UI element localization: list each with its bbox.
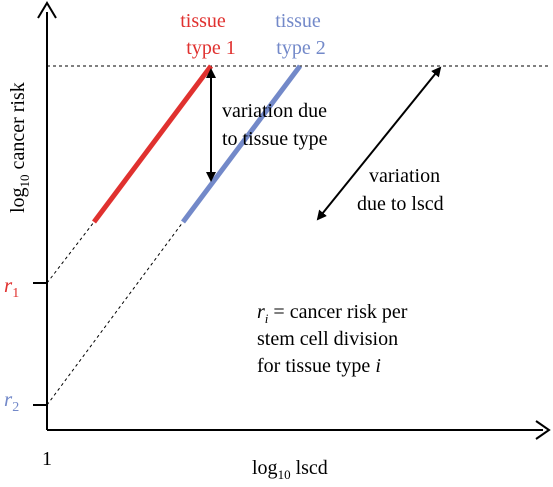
r2-label: r2 bbox=[4, 387, 19, 415]
definition-line1: ri = cancer risk per bbox=[257, 301, 408, 326]
tissue1-risk-line bbox=[92, 64, 213, 224]
tissue1-dashed-extension bbox=[46, 221, 95, 284]
x-axis-label-sub: 10 bbox=[278, 467, 291, 482]
r2-label-sub: 2 bbox=[12, 400, 19, 415]
y-axis-label-base: log bbox=[7, 187, 29, 213]
definition-line3-var: i bbox=[375, 355, 381, 377]
tissue1-label-line1: tissue bbox=[180, 10, 226, 32]
x-axis-label: log10 lscd bbox=[252, 457, 328, 482]
definition-line2: stem cell division bbox=[257, 328, 398, 350]
tissue-variation-label-line2: to tissue type bbox=[222, 128, 328, 150]
r1-label: r1 bbox=[4, 273, 19, 301]
definition-r-sub: i bbox=[265, 311, 269, 326]
y-axis-label-rest: cancer risk bbox=[7, 82, 29, 174]
tissue1-label-line2: type 1 bbox=[186, 37, 235, 59]
x-axis-label-rest: lscd bbox=[291, 457, 328, 479]
definition-line3: for tissue type i bbox=[257, 355, 381, 377]
r2-label-base: r bbox=[4, 387, 13, 411]
definition-line1-rest: = cancer risk per bbox=[268, 301, 407, 323]
tissue2-risk-line bbox=[181, 64, 302, 224]
x-origin-label: 1 bbox=[42, 448, 52, 470]
x-axis-arrowhead bbox=[535, 420, 551, 440]
x-axis-label-base: log bbox=[252, 457, 278, 479]
r1-label-base: r bbox=[4, 273, 13, 297]
tissue2-label-line1: tissue bbox=[275, 10, 321, 32]
lscd-variation-label-line2: due to lscd bbox=[357, 193, 444, 215]
definition-r-base: r bbox=[257, 301, 265, 323]
r1-label-sub: 1 bbox=[12, 286, 19, 301]
tissue2-label-line2: type 2 bbox=[276, 37, 325, 59]
definition-line3-pre: for tissue type bbox=[257, 355, 375, 377]
y-axis-arrowhead bbox=[37, 1, 57, 19]
y-axis-label: log10 cancer risk bbox=[7, 82, 32, 213]
y-axis-label-sub: 10 bbox=[17, 174, 32, 187]
tissue-variation-label-line1: variation due bbox=[222, 100, 327, 122]
tissue2-dashed-extension bbox=[46, 221, 184, 406]
lscd-variation-arrow bbox=[316, 66, 442, 221]
lscd-variation-label-line1: variation bbox=[369, 165, 440, 187]
